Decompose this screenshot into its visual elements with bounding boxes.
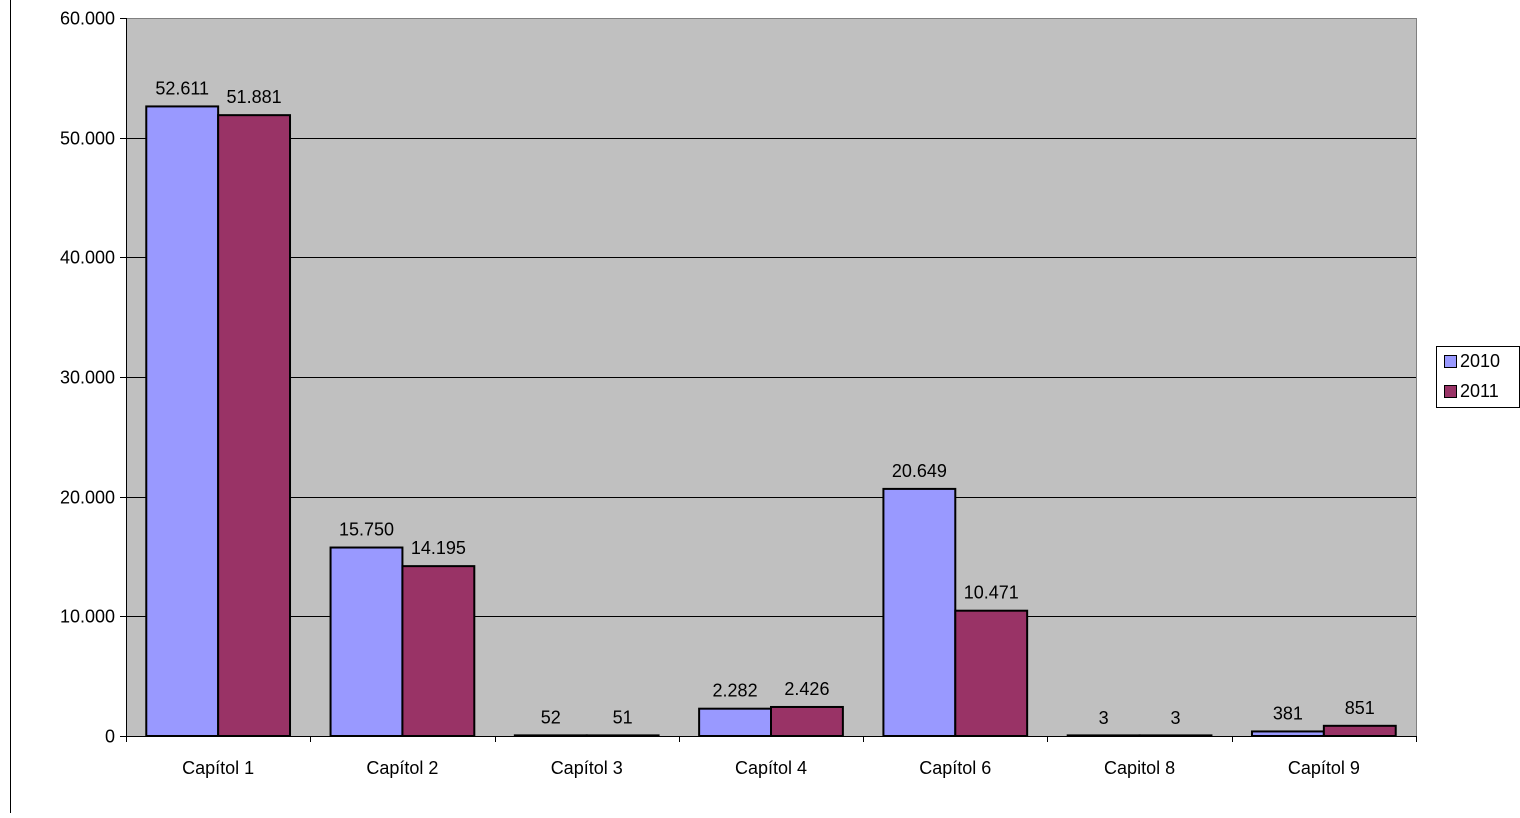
- legend-swatch-2010: [1444, 354, 1457, 368]
- data-label-2011: 14.195: [411, 538, 466, 558]
- data-label-2011: 3: [1170, 708, 1180, 728]
- data-label-2011: 51.881: [227, 87, 282, 107]
- bar-2011: [770, 705, 844, 738]
- bar-2010: [513, 734, 588, 738]
- bar-2010: [329, 546, 404, 738]
- y-tick-label: 50.000: [60, 129, 115, 149]
- y-tick-label: 20.000: [60, 488, 115, 508]
- data-label-2011: 2.426: [784, 679, 829, 699]
- x-tick-label: Capítol 4: [735, 758, 807, 778]
- axes: 0 10.000 20.000 30.000 40.000 50.000 60.000 Cap…: [60, 9, 1417, 778]
- bar-2011: [954, 609, 1029, 737]
- data-label-2011: 851: [1345, 698, 1375, 718]
- data-labels: 52.611 15.750 52 2.282 20.649 3 381 51.881 14.19…: [155, 78, 1374, 728]
- x-tick-label: Capítol 3: [551, 758, 623, 778]
- data-label-2010: 20.649: [892, 461, 947, 481]
- bar-2010: [1066, 734, 1141, 738]
- legend-item-2010: 2010: [1444, 351, 1500, 371]
- x-tick-label: Capítol 2: [366, 758, 438, 778]
- data-label-2010: 2.282: [713, 681, 758, 701]
- x-tick-label: Capítol 1: [182, 758, 254, 778]
- data-label-2010: 52.611: [155, 78, 209, 98]
- legend: 2010 2011: [1436, 346, 1520, 408]
- legend-label-2011: 2011: [1460, 381, 1499, 401]
- bar-2011: [585, 734, 660, 738]
- bar-2011: [1322, 724, 1397, 737]
- bar-2011: [217, 114, 292, 738]
- x-tick-label: Capitol 8: [1104, 758, 1175, 778]
- x-tick-label: Capítol 9: [1288, 758, 1360, 778]
- bar-2011: [401, 565, 476, 738]
- y-tick-label: 40.000: [60, 248, 115, 268]
- data-label-2010: 52: [541, 707, 561, 727]
- y-tick-label: 60.000: [60, 9, 115, 29]
- legend-item-2011: 2011: [1444, 381, 1499, 401]
- data-label-2010: 15.750: [339, 520, 394, 540]
- bar-2011: [1138, 734, 1213, 738]
- data-label-2011: 10.471: [964, 583, 1019, 603]
- y-tick-label: 0: [105, 727, 115, 747]
- data-label-2011: 51: [613, 707, 633, 727]
- y-tick-label: 30.000: [60, 368, 115, 388]
- x-tick-label: Capítol 6: [919, 758, 991, 778]
- bar-2010: [145, 105, 220, 738]
- data-label-2010: 381: [1273, 703, 1303, 723]
- y-tick-label: 10.000: [60, 607, 115, 627]
- bars: [145, 105, 1397, 738]
- data-label-2010: 3: [1099, 708, 1109, 728]
- bar-2010: [1250, 730, 1325, 737]
- legend-label-2010: 2010: [1460, 351, 1501, 371]
- bar-2010: [882, 487, 957, 737]
- bar-2010: [698, 707, 773, 738]
- legend-swatch-2011: [1444, 384, 1457, 398]
